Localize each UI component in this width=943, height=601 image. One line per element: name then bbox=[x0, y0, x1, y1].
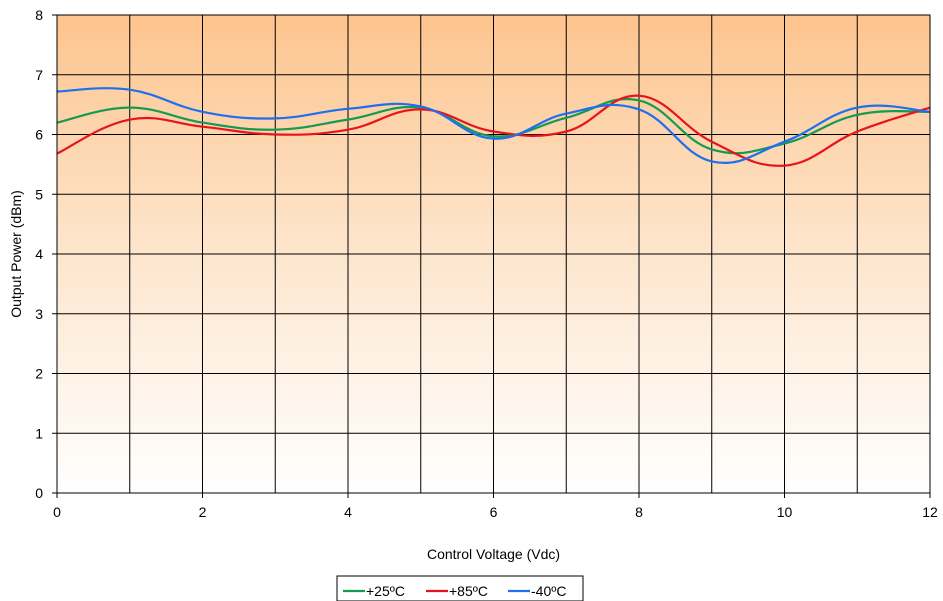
legend-label: -40ºC bbox=[531, 583, 566, 599]
legend: +25ºC +85ºC -40ºC bbox=[336, 575, 584, 601]
y-tick-label: 1 bbox=[35, 425, 43, 441]
y-tick-label: 6 bbox=[35, 127, 43, 143]
y-axis-label: Output Power (dBm) bbox=[8, 190, 24, 318]
x-tick-label: 2 bbox=[199, 504, 207, 520]
y-axis-ticks: 0 1 2 3 4 5 6 7 8 bbox=[35, 7, 57, 501]
x-tick-label: 12 bbox=[922, 504, 938, 520]
x-axis-label: Control Voltage (Vdc) bbox=[427, 546, 560, 562]
series-line-1 bbox=[56, 97, 931, 155]
y-tick-label: 0 bbox=[35, 485, 43, 501]
y-tick-label: 4 bbox=[35, 246, 43, 262]
x-tick-label: 6 bbox=[490, 504, 498, 520]
y-tick-label: 3 bbox=[35, 306, 43, 322]
x-tick-label: 8 bbox=[635, 504, 643, 520]
series-lines bbox=[56, 87, 931, 167]
x-tick-label: 10 bbox=[777, 504, 793, 520]
y-tick-label: 5 bbox=[35, 186, 43, 202]
y-tick-label: 7 bbox=[35, 67, 43, 83]
y-tick-label: 2 bbox=[35, 366, 43, 382]
legend-label: +85ºC bbox=[449, 583, 488, 599]
series-line-2 bbox=[56, 94, 931, 167]
x-tick-label: 0 bbox=[53, 504, 61, 520]
series-line-3 bbox=[56, 87, 931, 164]
x-axis-ticks: 0 2 4 6 8 10 12 bbox=[53, 493, 938, 520]
x-tick-label: 4 bbox=[344, 504, 352, 520]
legend-box bbox=[336, 575, 584, 601]
legend-label: +25ºC bbox=[366, 583, 405, 599]
y-tick-label: 8 bbox=[35, 7, 43, 23]
